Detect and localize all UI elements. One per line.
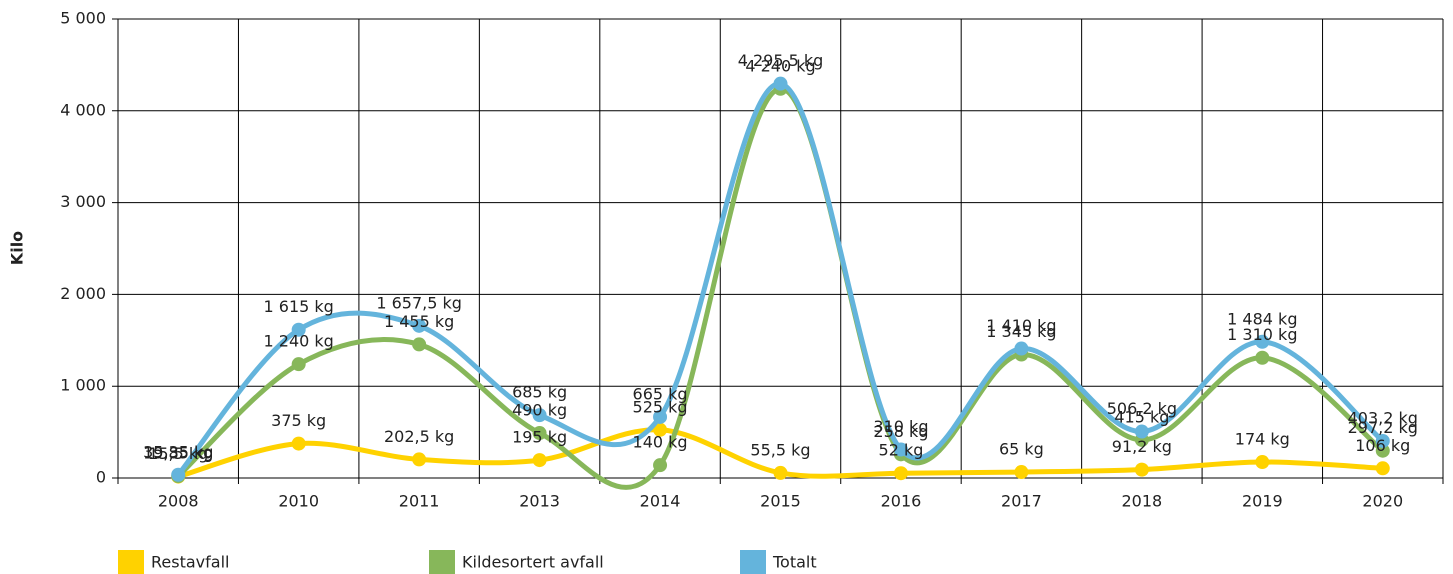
data-label: 4 240 kg	[745, 56, 815, 75]
data-label: 403,2 kg	[1348, 408, 1418, 427]
data-label: 55,5 kg	[750, 440, 810, 459]
data-label: 174 kg	[1235, 430, 1290, 449]
y-tick-label: 3 000	[60, 192, 106, 211]
data-label: 19,85 kg	[143, 444, 213, 463]
data-label: 685 kg	[512, 383, 567, 402]
data-label: 1 615 kg	[264, 297, 334, 316]
legend-label: Kildesortert avfall	[462, 553, 604, 572]
point	[1375, 443, 1390, 458]
y-tick-label: 0	[96, 468, 106, 487]
legend-swatch	[118, 550, 144, 574]
y-tick-label: 5 000	[60, 9, 106, 28]
data-label: 52 kg	[879, 441, 924, 460]
data-label: 106 kg	[1355, 436, 1410, 455]
point	[1375, 461, 1390, 476]
y-tick-label: 4 000	[60, 100, 106, 119]
point	[773, 76, 788, 91]
point	[412, 452, 427, 467]
point	[1014, 341, 1029, 356]
y-tick-label: 1 000	[60, 376, 106, 395]
point	[773, 465, 788, 480]
point	[1255, 350, 1270, 365]
data-label: 310 kg	[873, 417, 928, 436]
data-label: 490 kg	[512, 401, 567, 420]
data-label: 202,5 kg	[384, 427, 454, 446]
data-label: 506,2 kg	[1107, 399, 1177, 418]
legend-swatch	[740, 550, 766, 574]
x-tick-label: 2013	[519, 492, 560, 511]
point	[171, 467, 186, 482]
data-label: 65 kg	[999, 440, 1044, 459]
point	[653, 422, 668, 437]
y-tick-label: 2 000	[60, 284, 106, 303]
x-tick-label: 2011	[399, 492, 440, 511]
point	[532, 408, 547, 423]
data-label: 665 kg	[633, 384, 688, 403]
x-tick-label: 2018	[1122, 492, 1163, 511]
data-label: 297,2 kg	[1348, 418, 1418, 437]
data-label: 140 kg	[633, 433, 688, 452]
point	[1134, 424, 1149, 439]
point	[532, 453, 547, 468]
x-tick-label: 2019	[1242, 492, 1283, 511]
data-label: 15,5 kg	[148, 444, 208, 463]
x-tick-label: 2020	[1362, 492, 1403, 511]
data-label: 1 455 kg	[384, 312, 454, 331]
data-label: 1 345 kg	[986, 322, 1056, 341]
point	[1134, 462, 1149, 477]
point	[532, 426, 547, 441]
point	[1014, 465, 1029, 480]
data-label: 258 kg	[873, 422, 928, 441]
data-label: 1 484 kg	[1227, 309, 1297, 328]
point	[291, 357, 306, 372]
data-label: 1 657,5 kg	[376, 293, 462, 312]
x-tick-label: 2014	[640, 492, 681, 511]
x-tick-label: 2016	[881, 492, 922, 511]
point	[291, 436, 306, 451]
data-label: 91,2 kg	[1112, 437, 1172, 456]
data-label: 195 kg	[512, 428, 567, 447]
point	[653, 409, 668, 424]
legend-label: Restavfall	[151, 553, 229, 572]
data-label: 375 kg	[271, 411, 326, 430]
x-tick-label: 2008	[158, 492, 199, 511]
x-tick-label: 2010	[278, 492, 319, 511]
point	[412, 318, 427, 333]
point	[653, 458, 668, 473]
point	[412, 337, 427, 352]
x-tick-label: 2015	[760, 492, 801, 511]
data-label: 1 240 kg	[264, 332, 334, 351]
point	[291, 322, 306, 337]
data-label: 525 kg	[633, 397, 688, 416]
point	[893, 442, 908, 457]
point	[1375, 433, 1390, 448]
data-label: 1 410 kg	[986, 316, 1056, 335]
legend-swatch	[429, 550, 455, 574]
point	[1255, 455, 1270, 470]
y-axis-label: Kilo	[8, 231, 27, 265]
data-label: 4 295,5 kg	[738, 51, 824, 70]
data-label: 415 kg	[1114, 407, 1169, 426]
x-tick-label: 2017	[1001, 492, 1042, 511]
point	[893, 466, 908, 481]
data-label: 35,35 kg	[143, 442, 213, 461]
legend-label: Totalt	[772, 553, 817, 572]
point	[1255, 334, 1270, 349]
data-label: 1 310 kg	[1227, 325, 1297, 344]
